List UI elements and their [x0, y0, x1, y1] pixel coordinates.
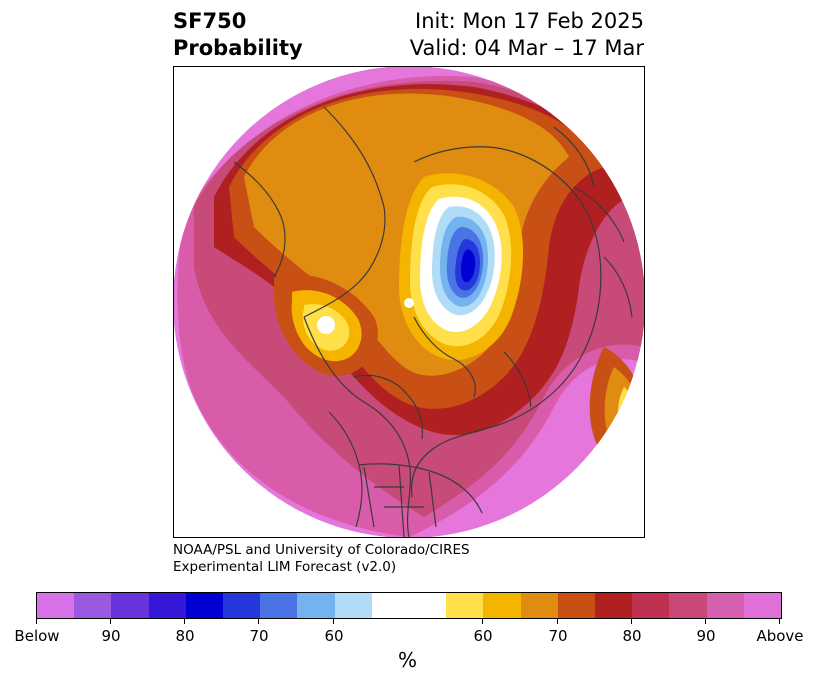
- colorbar-swatch: [743, 593, 782, 618]
- colorbar-swatch: [557, 593, 596, 618]
- tick-label: 80: [175, 627, 195, 645]
- tick: [110, 618, 111, 624]
- colorbar-swatch: [223, 593, 261, 618]
- colorbar-swatches: [36, 592, 782, 619]
- colorbar-unit: %: [398, 648, 418, 672]
- credit-line-2: Experimental LIM Forecast (v2.0): [173, 559, 397, 575]
- tick: [258, 618, 259, 624]
- colorbar-swatch: [37, 593, 75, 618]
- colorbar-swatch: [297, 593, 335, 618]
- forecast-dates: Init: Mon 17 Feb 2025 Valid: 04 Mar – 17…: [410, 8, 644, 62]
- region-east-yellow: [617, 387, 644, 462]
- region-west-white: [317, 316, 335, 334]
- colorbar-swatch: [111, 593, 149, 618]
- region-east-rust: [589, 347, 644, 487]
- colorbar-swatch: [74, 593, 112, 618]
- tick-label: 90: [101, 627, 121, 645]
- init-date: Init: Mon 17 Feb 2025: [415, 9, 644, 33]
- map-title: SF750 Probability: [173, 8, 303, 62]
- tick: [36, 618, 37, 624]
- tick: [184, 618, 185, 624]
- tick-label: 90: [696, 627, 716, 645]
- colorbar-swatch: [632, 593, 670, 618]
- tick: [631, 618, 632, 624]
- valid-range: Valid: 04 Mar – 17 Mar: [409, 36, 644, 60]
- colorbar-swatch: [260, 593, 298, 618]
- colorbar-swatch: [669, 593, 707, 618]
- colorbar-swatch: [483, 593, 521, 618]
- title-line-2: Probability: [173, 36, 303, 60]
- region-navy: [461, 249, 476, 283]
- colorbar-swatch: [148, 593, 186, 618]
- colorbar-swatch: [706, 593, 744, 618]
- coastlines: [233, 106, 633, 537]
- region-west-white-dot: [404, 298, 414, 308]
- colorbar-swatch: [446, 593, 484, 618]
- tick: [333, 618, 334, 624]
- polar-map: [173, 66, 645, 538]
- tick: [557, 618, 558, 624]
- tick: [482, 618, 483, 624]
- title-line-1: SF750: [173, 9, 247, 33]
- colorbar-swatch: [334, 593, 372, 618]
- colorbar: [36, 592, 782, 624]
- tick: [779, 618, 780, 624]
- credit-text: NOAA/PSL and University of Colorado/CIRE…: [173, 542, 470, 576]
- tick-label: 70: [548, 627, 568, 645]
- colorbar-swatch: [520, 593, 558, 618]
- colorbar-swatch: [371, 593, 447, 618]
- tick-label: 60: [473, 627, 493, 645]
- credit-line-1: NOAA/PSL and University of Colorado/CIRE…: [173, 542, 470, 558]
- tick: [705, 618, 706, 624]
- tick-label: 70: [249, 627, 269, 645]
- tick-label: 80: [622, 627, 642, 645]
- tick-label: 60: [324, 627, 344, 645]
- colorbar-swatch: [595, 593, 633, 618]
- probability-map: [174, 67, 644, 537]
- colorbar-swatch: [185, 593, 224, 618]
- region-east-orange: [604, 367, 644, 477]
- tick-label-below: Below: [14, 627, 60, 645]
- tick-label-above: Above: [756, 627, 804, 645]
